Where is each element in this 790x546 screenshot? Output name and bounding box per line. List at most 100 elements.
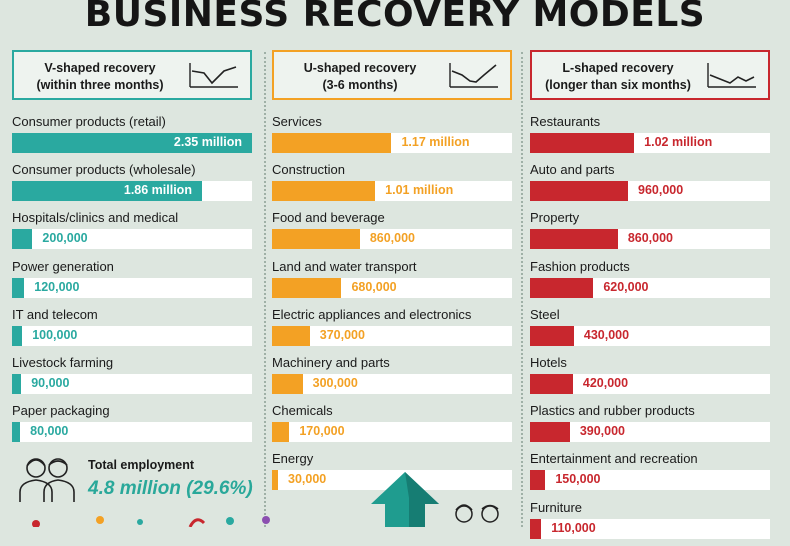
bar	[272, 229, 360, 250]
value-label: 30,000	[288, 472, 327, 487]
bar	[530, 422, 570, 443]
growth-arrow-icon	[371, 472, 439, 527]
bar	[12, 374, 22, 394]
v-shaped-title-line1: V-shaped recovery	[44, 61, 156, 75]
value-label: 200,000	[42, 231, 88, 246]
category-label: Consumer products (wholesale)	[12, 162, 196, 178]
decorative-figures	[32, 516, 270, 527]
bar	[272, 374, 303, 394]
category-label: Steel	[530, 306, 560, 322]
category-label: Hospitals/clinics and medical	[12, 210, 179, 226]
bar-track: 200,000	[12, 229, 252, 250]
bar	[272, 325, 310, 346]
bar-track: 90,000	[12, 374, 252, 394]
category-label: Machinery and parts	[272, 355, 390, 370]
category-label: Paper packaging	[12, 403, 110, 419]
value-label: 680,000	[351, 279, 397, 294]
l-trend-icon	[707, 63, 756, 88]
total-employment-value: 4.8 million (29.6%)	[88, 478, 253, 499]
value-label: 90,000	[31, 376, 70, 390]
value-label: 80,000	[30, 424, 69, 439]
bar	[272, 277, 342, 298]
bar-row: IT and telecom 100,000	[12, 307, 252, 353]
column-divider	[264, 52, 266, 527]
bar-track: 80,000	[12, 422, 252, 443]
value-label: 1.01 million	[385, 183, 454, 198]
bar	[12, 277, 25, 298]
bar-row: Livestock farming 90,000	[12, 355, 252, 401]
bar-row: Steel 430,000	[530, 307, 770, 353]
people-icon	[455, 504, 499, 523]
u-shaped-title-line1: U-shaped recovery	[303, 61, 417, 75]
category-label: Fashion products	[530, 258, 630, 274]
bar-track: 620,000	[530, 277, 770, 298]
bar-row: Electric appliances and electronics 370,0…	[272, 307, 512, 353]
bar-track: 120,000	[12, 277, 252, 298]
value-label: 1.17 million	[401, 135, 470, 149]
bar-row: Auto and parts 960,000	[530, 162, 770, 208]
bar-row: Consumer products (wholesale) 1.86 millio…	[12, 162, 252, 208]
bar	[272, 470, 278, 491]
page-title: BUSINESS RECOVERY MODELS	[84, 0, 706, 35]
value-label: 2.35 million	[173, 135, 242, 149]
bar-track: 100,000	[12, 325, 252, 346]
category-label: Food and beverage	[272, 210, 385, 226]
bar-row: Energy 30,000	[272, 451, 512, 497]
value-label: 430,000	[583, 327, 630, 342]
bar	[530, 374, 573, 394]
category-label: Chemicals	[272, 403, 333, 419]
bar	[12, 133, 252, 153]
bar-row: Land and water transport 680,000	[272, 259, 512, 305]
value-label: 390,000	[579, 424, 626, 439]
l-shaped-title-line2: (longer than six months)	[545, 78, 691, 92]
bar-track: 110,000	[530, 518, 770, 539]
category-label: Property	[530, 210, 580, 226]
bar-track: 390,000	[530, 422, 770, 443]
v-shaped-header: V-shaped recovery (within three months)	[12, 50, 252, 100]
category-label: Consumer products (retail)	[12, 114, 166, 129]
category-label: Power generation	[12, 258, 114, 274]
bar-track: 150,000	[530, 470, 770, 491]
category-label: Land and water transport	[272, 258, 417, 274]
bar	[530, 518, 542, 539]
bar-track: 860,000	[530, 229, 770, 250]
bar-row: Power generation 120,000	[12, 259, 252, 305]
bar-track: 430,000	[530, 325, 770, 346]
bar	[530, 181, 629, 202]
v-shaped-title-line2: (within three months)	[36, 78, 164, 92]
total-employment-label: Total employment	[88, 458, 195, 472]
category-label: Hotels	[530, 355, 567, 370]
value-label: 150,000	[555, 472, 601, 487]
bar-row: Entertainment and recreation 150,000	[530, 451, 770, 497]
bar-track: 30,000	[272, 470, 512, 491]
value-label: 370,000	[319, 327, 365, 342]
category-label: Furniture	[530, 499, 583, 515]
bar-row: Consumer products (retail) 2.35 million	[12, 114, 252, 160]
bar	[530, 470, 546, 491]
bar-track: 1.17 million	[272, 133, 512, 153]
bar-row: Property 860,000	[530, 210, 770, 256]
bar-row: Machinery and parts 300,000	[272, 355, 512, 401]
bar-track: 170,000	[272, 422, 512, 443]
l-shaped-title: L-shaped recovery (longer than six month…	[538, 60, 698, 94]
bar-row: Food and beverage 860,000	[272, 210, 512, 256]
value-label: 1.02 million	[644, 135, 713, 149]
bar-track: 1.86 million	[12, 181, 252, 202]
category-label: Plastics and rubber products	[530, 403, 695, 419]
bar	[530, 325, 574, 346]
bar-track: 1.02 million	[530, 133, 770, 153]
bar-track: 680,000	[272, 277, 512, 298]
l-shaped-title-line1: L-shaped recovery	[562, 61, 674, 75]
bar-row: Restaurants 1.02 million	[530, 114, 770, 160]
bar-row: Services 1.17 million	[272, 114, 512, 160]
bar	[12, 325, 23, 346]
category-label: Livestock farming	[12, 355, 114, 370]
category-label: Auto and parts	[530, 162, 615, 178]
value-label: 960,000	[638, 183, 684, 198]
u-shaped-header: U-shaped recovery (3-6 months)	[272, 50, 512, 100]
value-label: 860,000	[369, 231, 416, 246]
bar	[530, 133, 635, 153]
bar-row: Chemicals 170,000	[272, 403, 512, 449]
u-shaped-title-line2: (3-6 months)	[322, 78, 398, 92]
value-label: 120,000	[34, 279, 80, 294]
